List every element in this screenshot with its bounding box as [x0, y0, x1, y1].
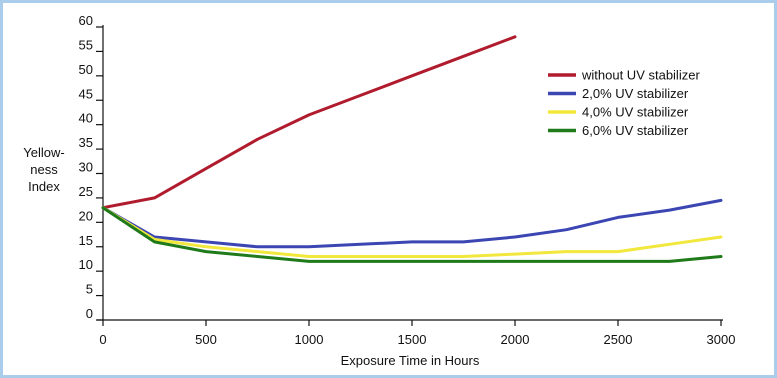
y-axis-label-line-2: ness [30, 162, 58, 177]
y-tick-label: 30 [79, 160, 93, 175]
series-line-1 [101, 35, 517, 210]
y-tick-label: 5 [86, 282, 93, 297]
y-tick-label: 10 [79, 257, 93, 272]
x-tick-label: 1000 [295, 332, 324, 347]
y-tick-label: 55 [79, 37, 93, 52]
y-tick-label: 25 [79, 184, 93, 199]
y-tick-label: 50 [79, 62, 93, 77]
axis-labels: Exposure Time in Hours Yellow- ness Inde… [23, 145, 480, 368]
x-tick-label: 500 [195, 332, 217, 347]
y-tick-label: 40 [79, 111, 93, 126]
y-tick-label: 0 [86, 306, 93, 321]
x-tick-label: 1500 [398, 332, 427, 347]
x-tick-label: 2500 [604, 332, 633, 347]
legend-label-3: 4,0% UV stabilizer [582, 105, 689, 120]
legend-label-1: without UV stabilizer [581, 68, 700, 83]
x-axis-ticks: 0 500 1000 1500 2000 2500 3000 [99, 320, 735, 347]
y-tick-label: 35 [79, 135, 93, 150]
x-tick-label: 2000 [501, 332, 530, 347]
series-group [101, 35, 723, 263]
y-tick-label: 60 [79, 13, 93, 28]
legend: without UV stabilizer 2,0% UV stabilizer 4… [548, 68, 700, 138]
y-tick-label: 20 [79, 208, 93, 223]
y-axis-ticks: 0 5 10 15 20 25 30 35 40 45 50 55 60 [79, 13, 103, 321]
y-axis-label-line-1: Yellow- [23, 145, 64, 160]
x-axis-label: Exposure Time in Hours [341, 353, 480, 368]
y-tick-label: 15 [79, 233, 93, 248]
x-tick-label: 3000 [707, 332, 736, 347]
x-tick-label: 0 [99, 332, 106, 347]
series-line-3 [101, 206, 723, 258]
series-line-4 [101, 206, 723, 263]
y-axis-label-line-3: Index [28, 179, 60, 194]
y-tick-label: 45 [79, 86, 93, 101]
series-line-2 [101, 198, 723, 249]
legend-label-2: 2,0% UV stabilizer [582, 86, 689, 101]
legend-label-4: 6,0% UV stabilizer [582, 123, 689, 138]
